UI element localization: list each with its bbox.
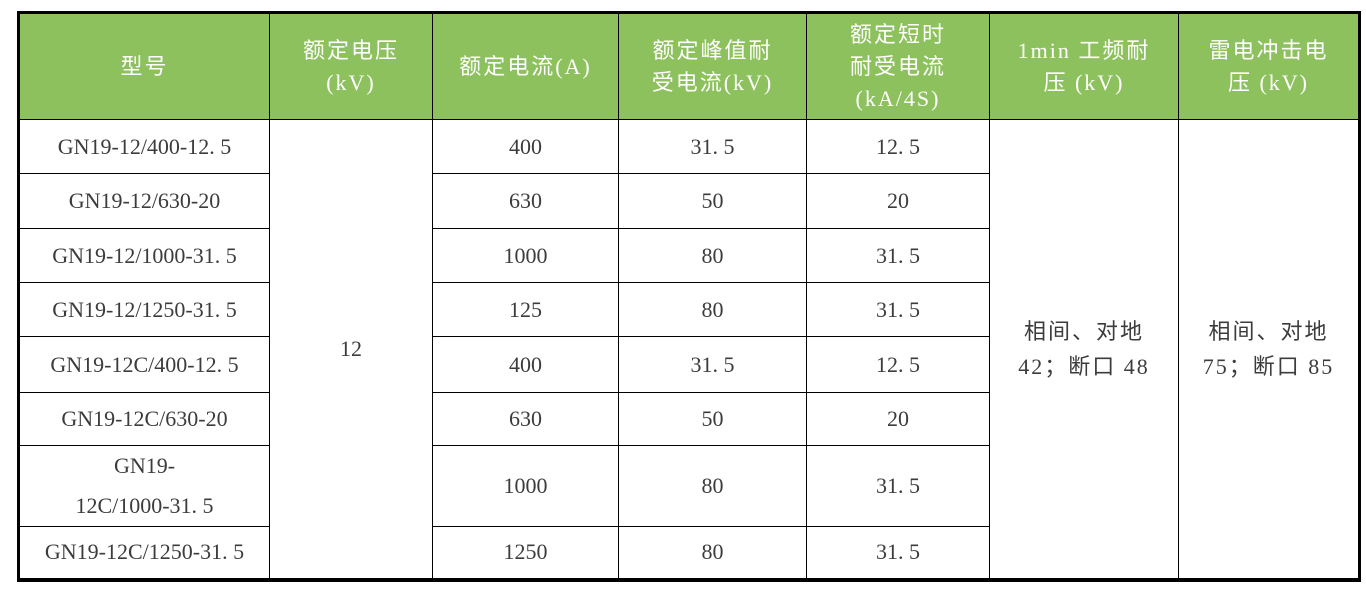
spec-table: 型号 额定电压 (kV) 额定电流(A) 额定峰值耐 受电流(kV) 额定短时 … bbox=[17, 11, 1361, 582]
table-header: 型号 额定电压 (kV) 额定电流(A) 额定峰值耐 受电流(kV) 额定短时 … bbox=[18, 12, 1360, 120]
cell-model: GN19-12/1250-31. 5 bbox=[18, 282, 270, 337]
cell-peak-current: 80 bbox=[618, 445, 807, 527]
cell-short-time-current: 12. 5 bbox=[806, 119, 990, 174]
cell-model: GN19- 12C/1000-31. 5 bbox=[18, 445, 270, 527]
table-row: GN19-12C/630-20 630 50 20 bbox=[18, 392, 1360, 446]
cell-short-time-current: 31. 5 bbox=[806, 282, 990, 337]
cell-short-time-current: 20 bbox=[806, 392, 990, 446]
header-rated-voltage: 额定电压 (kV) bbox=[269, 12, 433, 120]
cell-peak-current: 31. 5 bbox=[618, 119, 807, 174]
cell-short-time-current: 31. 5 bbox=[806, 228, 990, 283]
table-row: GN19-12/630-20 630 50 20 bbox=[18, 173, 1360, 229]
cell-model: GN19-12C/1250-31. 5 bbox=[18, 526, 270, 580]
cell-rated-current: 400 bbox=[432, 119, 619, 174]
table-row: GN19-12C/1250-31. 5 1250 80 31. 5 bbox=[18, 526, 1360, 580]
spec-table-container: 型号 额定电压 (kV) 额定电流(A) 额定峰值耐 受电流(kV) 额定短时 … bbox=[17, 11, 1361, 582]
cell-short-time-current: 31. 5 bbox=[806, 526, 990, 580]
cell-rated-current: 125 bbox=[432, 282, 619, 337]
cell-peak-current: 80 bbox=[618, 526, 807, 580]
header-short-time-withstand-current: 额定短时 耐受电流 (kA/4S) bbox=[806, 12, 990, 120]
cell-rated-current: 1250 bbox=[432, 526, 619, 580]
table-row: GN19-12C/400-12. 5 400 31. 5 12. 5 bbox=[18, 336, 1360, 393]
cell-model: GN19-12/400-12. 5 bbox=[18, 119, 270, 174]
cell-peak-current: 80 bbox=[618, 282, 807, 337]
cell-model: GN19-12/1000-31. 5 bbox=[18, 228, 270, 283]
cell-lightning-impulse-merged: 相间、对地 75；断口 85 bbox=[1178, 119, 1360, 580]
cell-peak-current: 80 bbox=[618, 228, 807, 283]
cell-rated-current: 630 bbox=[432, 173, 619, 229]
cell-rated-current: 400 bbox=[432, 336, 619, 393]
table-row: GN19-12/1250-31. 5 125 80 31. 5 bbox=[18, 282, 1360, 337]
table-row: GN19-12/1000-31. 5 1000 80 31. 5 bbox=[18, 228, 1360, 283]
cell-rated-current: 630 bbox=[432, 392, 619, 446]
header-power-frequency-withstand-voltage: 1min 工频耐 压 (kV) bbox=[989, 12, 1179, 120]
cell-rated-voltage-merged: 12 bbox=[269, 119, 433, 580]
header-rated-current: 额定电流(A) bbox=[432, 12, 619, 120]
cell-rated-current: 1000 bbox=[432, 445, 619, 527]
cell-short-time-current: 31. 5 bbox=[806, 445, 990, 527]
header-row: 型号 额定电压 (kV) 额定电流(A) 额定峰值耐 受电流(kV) 额定短时 … bbox=[18, 12, 1360, 120]
table-row: GN19-12/400-12. 5 12 400 31. 5 12. 5 相间、… bbox=[18, 119, 1360, 580]
cell-model: GN19-12C/400-12. 5 bbox=[18, 336, 270, 393]
header-peak-withstand-current: 额定峰值耐 受电流(kV) bbox=[618, 12, 807, 120]
cell-short-time-current: 20 bbox=[806, 173, 990, 229]
cell-peak-current: 31. 5 bbox=[618, 336, 807, 393]
header-lightning-impulse-voltage: 雷电冲击电 压 (kV) bbox=[1178, 12, 1360, 120]
cell-peak-current: 50 bbox=[618, 392, 807, 446]
cell-rated-current: 1000 bbox=[432, 228, 619, 283]
cell-short-time-current: 12. 5 bbox=[806, 336, 990, 393]
cell-peak-current: 50 bbox=[618, 173, 807, 229]
header-model: 型号 bbox=[18, 12, 270, 120]
table-row: GN19- 12C/1000-31. 5 1000 80 31. 5 bbox=[18, 445, 1360, 527]
cell-power-freq-withstand-merged: 相间、对地 42；断口 48 bbox=[989, 119, 1179, 580]
cell-model: GN19-12/630-20 bbox=[18, 173, 270, 229]
table-body: GN19-12/400-12. 5 12 400 31. 5 12. 5 相间、… bbox=[18, 119, 1360, 580]
cell-model: GN19-12C/630-20 bbox=[18, 392, 270, 446]
